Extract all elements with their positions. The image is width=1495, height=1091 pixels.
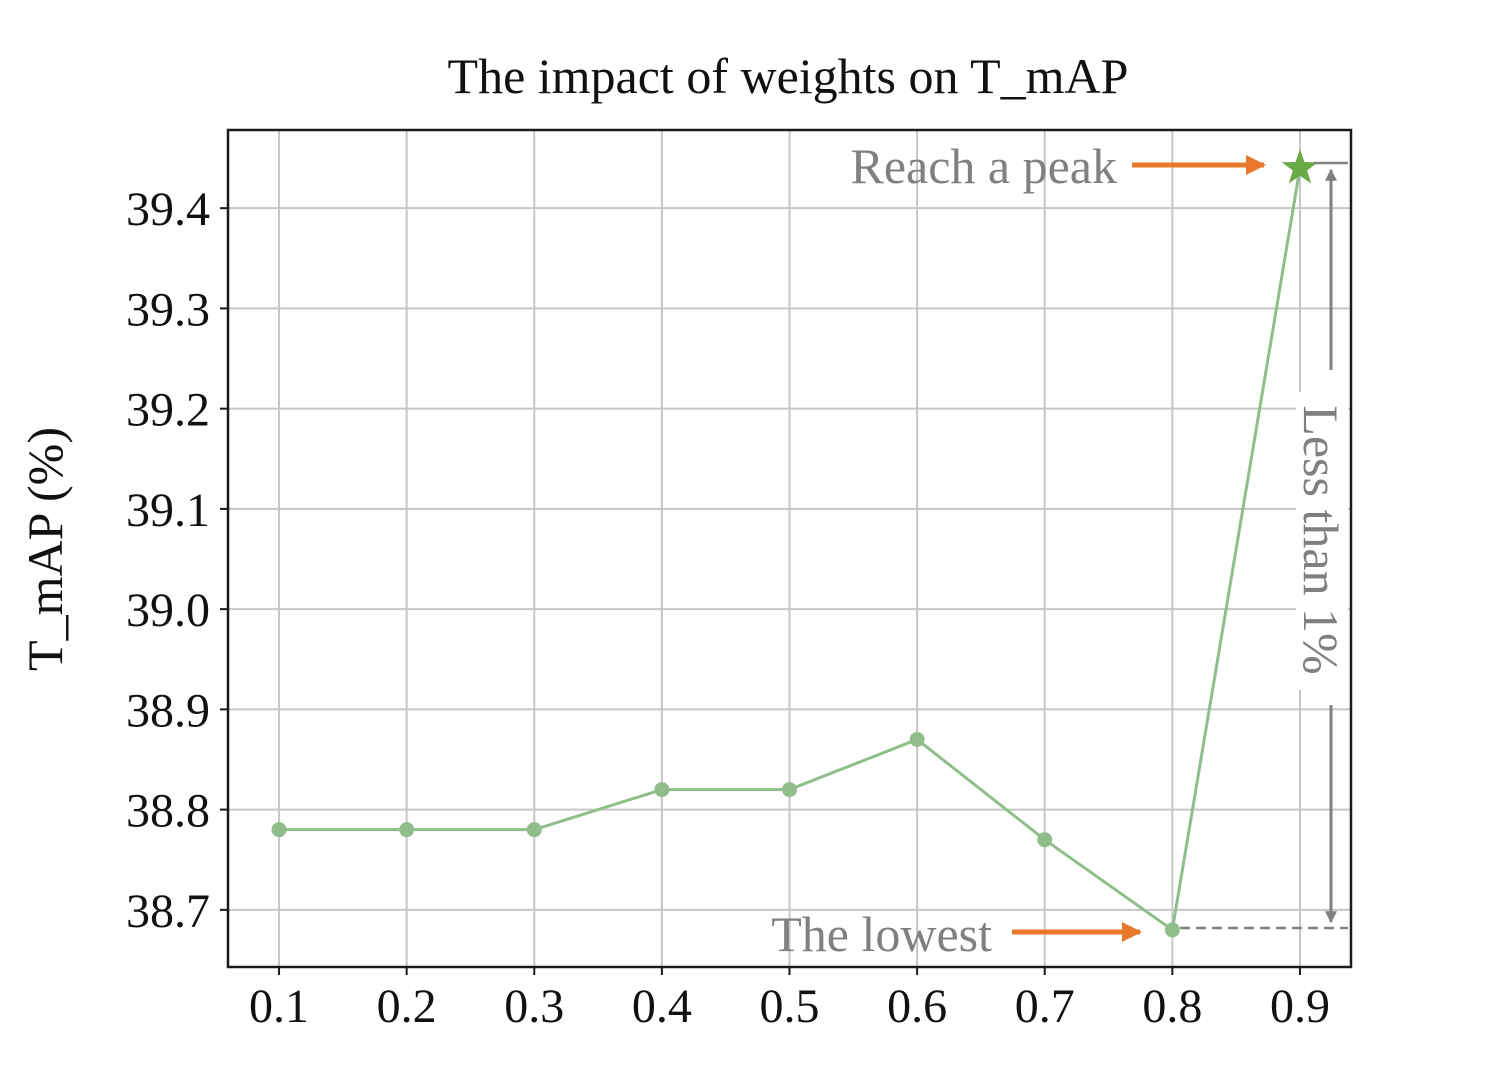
range-label: Less than 1% — [1293, 405, 1349, 674]
y-tick-label: 38.9 — [126, 684, 210, 737]
y-tick-label: 39.4 — [126, 183, 210, 236]
data-point — [399, 822, 415, 838]
data-point — [1164, 922, 1180, 938]
data-point — [1037, 832, 1053, 848]
x-tick-label: 0.3 — [504, 980, 564, 1033]
x-tick-label: 0.1 — [249, 980, 309, 1033]
chart-title: The impact of weights on T_mAP — [448, 48, 1129, 104]
y-axis-label: T_mAP (%) — [17, 427, 73, 671]
x-tick-label: 0.4 — [632, 980, 692, 1033]
data-point — [526, 822, 542, 838]
peak-label: Reach a peak — [850, 138, 1117, 194]
data-point — [909, 731, 925, 747]
data-point — [271, 822, 287, 838]
x-tick-label: 0.9 — [1270, 980, 1330, 1033]
range-label-background — [1296, 392, 1348, 690]
x-tick-label: 0.8 — [1142, 980, 1202, 1033]
data-layer — [271, 149, 1319, 938]
y-tick-label: 38.7 — [126, 885, 210, 938]
x-tick-label: 0.6 — [887, 980, 947, 1033]
y-tick-labels: 38.7 38.8 38.9 39.0 39.1 39.2 39.3 39.4 — [126, 183, 228, 938]
x-tick-label: 0.7 — [1015, 980, 1075, 1033]
x-tick-labels: 0.1 0.2 0.3 0.4 0.5 0.6 0.7 0.8 0.9 — [249, 967, 1330, 1033]
data-point — [782, 782, 797, 798]
annotations: Reach a peak The lowest Less than 1% — [771, 138, 1349, 962]
grid — [228, 130, 1351, 967]
y-tick-label: 39.1 — [126, 484, 210, 537]
y-tick-label: 39.0 — [126, 584, 210, 637]
x-tick-label: 0.5 — [760, 980, 820, 1033]
x-tick-label: 0.2 — [377, 980, 437, 1033]
y-tick-label: 39.3 — [126, 283, 210, 336]
lowest-label: The lowest — [771, 906, 992, 962]
peak-star-marker — [1281, 149, 1319, 184]
y-tick-label: 38.8 — [126, 785, 210, 838]
y-tick-label: 39.2 — [126, 384, 210, 437]
data-point — [654, 782, 670, 798]
